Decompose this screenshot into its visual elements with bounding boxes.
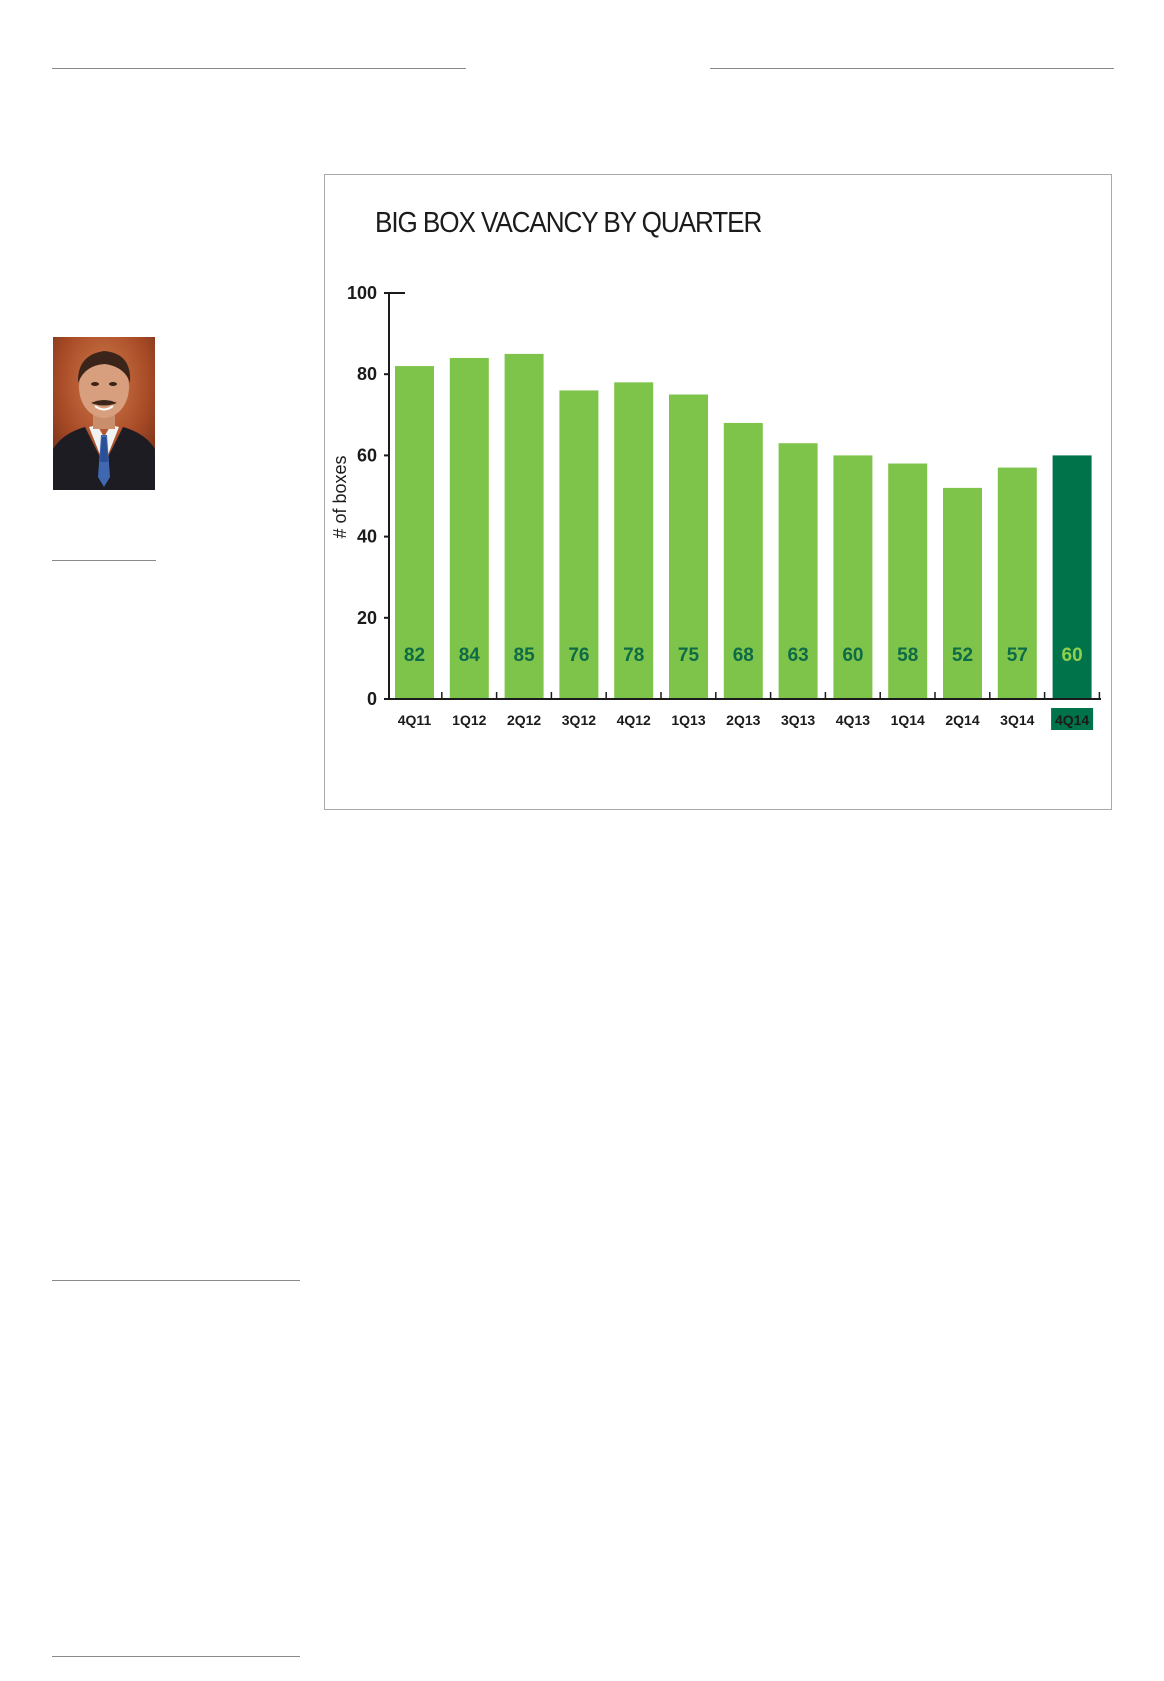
- x-tick-label-1Q13: 1Q13: [671, 712, 705, 728]
- bar-3Q12: [559, 390, 599, 699]
- bar-1Q12: [449, 357, 489, 699]
- x-tick-highlight-box: [1051, 708, 1094, 730]
- y-axis-label: # of boxes: [330, 455, 350, 538]
- bar-4Q11: [395, 366, 434, 699]
- value-label-4Q12: 78: [623, 645, 644, 666]
- bar-2Q14: [943, 487, 982, 699]
- bar-1Q13: [669, 394, 708, 699]
- bar-4Q13: [833, 455, 873, 699]
- value-label-4Q13: 60: [842, 645, 863, 666]
- x-tick-label-1Q12: 1Q12: [452, 712, 486, 728]
- chart-title: BIG BOX VACANCY BY QUARTER: [375, 207, 762, 239]
- chart-panel: BIG BOX VACANCY BY QUARTER 0 20 40 60 80 100 #…: [324, 174, 1112, 810]
- bar-2Q13: [723, 422, 763, 699]
- bar-1Q14: [888, 463, 928, 699]
- x-tick-label-2Q12: 2Q12: [507, 712, 541, 728]
- x-tick-label-4Q12: 4Q12: [617, 712, 651, 728]
- bar-4Q12: [614, 382, 654, 699]
- x-tick-label-4Q13: 4Q13: [836, 712, 870, 728]
- value-label-1Q14: 58: [897, 645, 918, 666]
- value-label-1Q12: 84: [459, 645, 481, 666]
- y-tick-label: 20: [357, 608, 377, 628]
- header-rule-right: [710, 68, 1114, 69]
- x-tick-label-4Q14: 4Q14: [1055, 712, 1089, 728]
- value-label-3Q13: 63: [788, 645, 809, 666]
- author-portrait: [53, 337, 155, 490]
- x-tick-label-2Q14: 2Q14: [945, 712, 979, 728]
- y-tick-label: 80: [357, 364, 377, 384]
- value-label-1Q13: 75: [678, 645, 700, 666]
- value-label-4Q11: 82: [404, 645, 425, 666]
- header-rule-left: [52, 68, 466, 69]
- sidebar-rule-2: [52, 1656, 300, 1657]
- y-tick-label: 60: [357, 445, 377, 465]
- bar-4Q14: [1052, 455, 1092, 699]
- x-tick-label-2Q13: 2Q13: [726, 712, 760, 728]
- x-tick-label-3Q14: 3Q14: [1000, 712, 1034, 728]
- value-label-4Q14: 60: [1062, 645, 1083, 666]
- bar-3Q13: [778, 443, 818, 699]
- x-tick-label-3Q13: 3Q13: [781, 712, 815, 728]
- photo-rule: [52, 560, 156, 561]
- value-label-2Q13: 68: [733, 645, 754, 666]
- bar-chart: 0 20 40 60 80 100 # of boxes 82 84 85 76 78 75 68 63 60…: [330, 283, 1101, 730]
- value-label-2Q14: 52: [952, 645, 973, 666]
- x-tick-label-4Q11: 4Q11: [398, 712, 432, 728]
- value-label-2Q12: 85: [514, 645, 536, 666]
- y-tick-label: 0: [367, 689, 377, 709]
- x-tick-label-1Q14: 1Q14: [891, 712, 925, 728]
- y-tick-label: 40: [357, 527, 377, 547]
- bar-3Q14: [997, 467, 1037, 699]
- y-tick-label: 100: [347, 283, 377, 303]
- value-label-3Q12: 76: [568, 645, 589, 666]
- bar-2Q12: [504, 353, 544, 699]
- value-label-3Q14: 57: [1007, 645, 1028, 666]
- sidebar-rule-1: [52, 1280, 300, 1281]
- x-tick-label-3Q12: 3Q12: [562, 712, 596, 728]
